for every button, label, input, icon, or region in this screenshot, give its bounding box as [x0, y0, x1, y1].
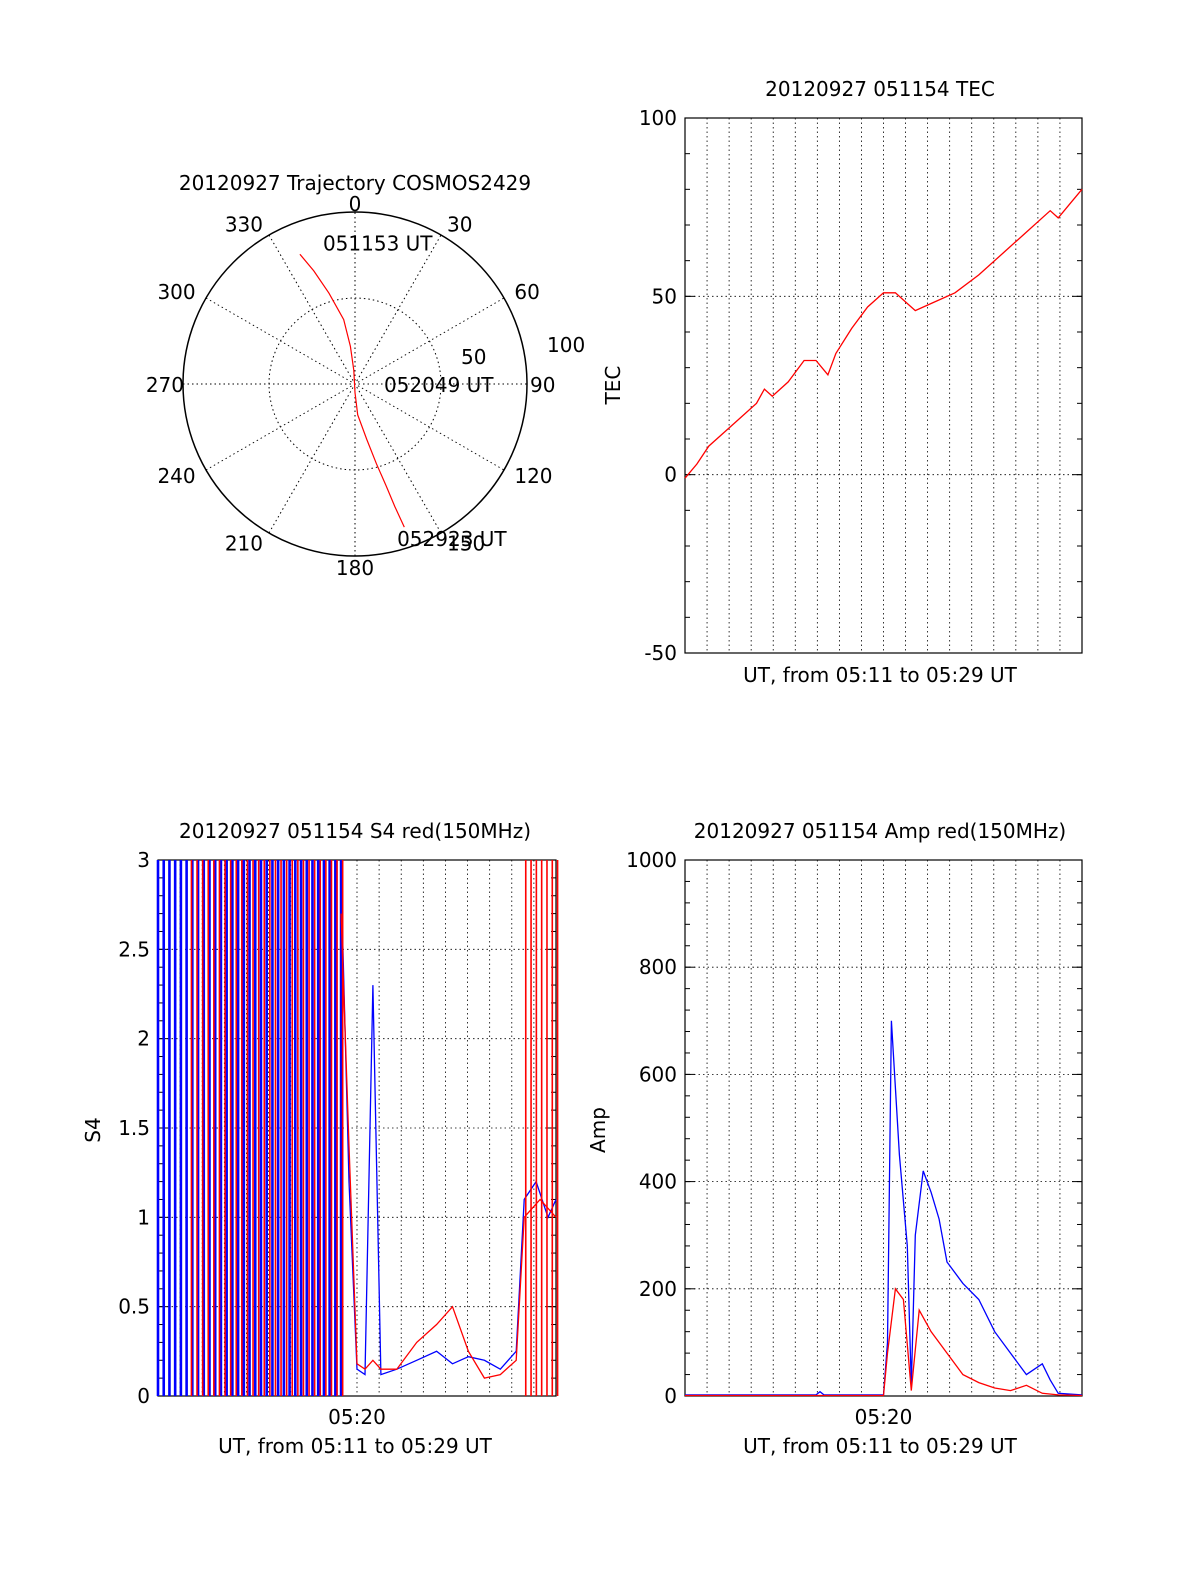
s4-ytick-label: 1: [137, 1205, 150, 1229]
amp-ytick-label: 1000: [626, 848, 677, 872]
tec-ytick-label: 0: [664, 463, 677, 487]
polar-radial-label: 100: [547, 333, 585, 357]
polar-azimuth-label: 300: [157, 280, 195, 304]
tec-title: 20120927 051154 TEC: [765, 77, 995, 101]
polar-azimuth-label: 120: [514, 464, 552, 488]
amp-ytick-label: 0: [664, 1384, 677, 1408]
polar-azimuth-label: 210: [225, 531, 263, 555]
amp-ytick-label: 800: [639, 955, 677, 979]
polar-time-annotation: 052049 UT: [384, 373, 494, 397]
amp-panel: 20120927 051154 Amp red(150MHz) 0 200 400 6…: [586, 819, 1083, 1458]
amp-series-line: [685, 1287, 1083, 1397]
polar-azimuth-label: 60: [514, 280, 539, 304]
tec-panel: 20120927 051154 TEC -50 0 50 100 UT, from 0…: [601, 77, 1083, 687]
amp-title: 20120927 051154 Amp red(150MHz): [694, 819, 1066, 843]
polar-time-annotation: 051153 UT: [323, 232, 433, 256]
s4-ytick-label: 0.5: [118, 1295, 150, 1319]
polar-azimuth-label: 150: [447, 531, 485, 555]
s4-title: 20120927 051154 S4 red(150MHz): [179, 819, 531, 843]
s4-ytick-label: 2: [137, 1027, 150, 1051]
tec-axes: -50 0 50 100: [639, 106, 1083, 665]
trajectory-track: [299, 253, 405, 528]
amp-xlabel: UT, from 05:11 to 05:29 UT: [743, 1434, 1018, 1458]
amp-ytick-label: 200: [639, 1277, 677, 1301]
s4-panel: 20120927 051154 S4 red(150MHz) 0 0.5 1 1.5 2…: [81, 819, 559, 1458]
polar-azimuth-label: 0: [349, 192, 362, 216]
s4-ytick-label: 0: [137, 1384, 150, 1408]
trajectory-annotations: 051153 UT 052049 UT 052923 UT: [323, 232, 507, 551]
tec-series-line: [684, 188, 1083, 479]
polar-radial-label: 50: [461, 345, 486, 369]
polar-azimuth-label: 330: [225, 213, 263, 237]
s4-ylabel: S4: [81, 1117, 105, 1142]
polar-time-annotation: 052923 UT: [397, 527, 507, 551]
polar-azimuth-label: 180: [336, 556, 374, 580]
amp-xtick-label: 05:20: [855, 1405, 913, 1429]
amp-axes: 0 200 400 600 800 1000 05:20: [626, 848, 1083, 1429]
tec-ylabel: TEC: [601, 366, 625, 406]
tec-frame: [684, 117, 1083, 654]
trajectory-title: 20120927 Trajectory COSMOS2429: [179, 171, 531, 195]
amp-ytick-label: 600: [639, 1062, 677, 1086]
amp-ytick-label: 400: [639, 1170, 677, 1194]
trajectory-radial-labels: 50 100: [461, 333, 585, 369]
s4-ytick-label: 1.5: [118, 1116, 150, 1140]
tec-xlabel: UT, from 05:11 to 05:29 UT: [743, 663, 1018, 687]
amp-series: [685, 1020, 1083, 1397]
amp-ylabel: Amp: [586, 1107, 610, 1153]
s4-ytick-label: 3: [137, 848, 150, 872]
s4-series-line: [340, 913, 557, 1379]
s4-series: [156, 860, 559, 1396]
trajectory-panel: 20120927 Trajectory COSMOS2429 0 30 60 90 12…: [146, 171, 585, 580]
polar-azimuth-label: 90: [530, 373, 555, 397]
tec-ytick-label: 50: [652, 284, 677, 308]
s4-ytick-label: 2.5: [118, 937, 150, 961]
trajectory-azimuth-labels: 0 30 60 90 120 150 180 210 240 270 300 330: [146, 192, 556, 580]
tec-ytick-label: -50: [644, 641, 677, 665]
s4-series-line: [340, 877, 557, 1376]
polar-azimuth-label: 30: [447, 213, 472, 237]
tec-ytick-label: 100: [639, 106, 677, 130]
s4-xtick-label: 05:20: [328, 1405, 386, 1429]
s4-xlabel: UT, from 05:11 to 05:29 UT: [218, 1434, 493, 1458]
tec-series: [684, 188, 1083, 479]
polar-azimuth-label: 270: [146, 373, 184, 397]
polar-azimuth-label: 240: [157, 464, 195, 488]
